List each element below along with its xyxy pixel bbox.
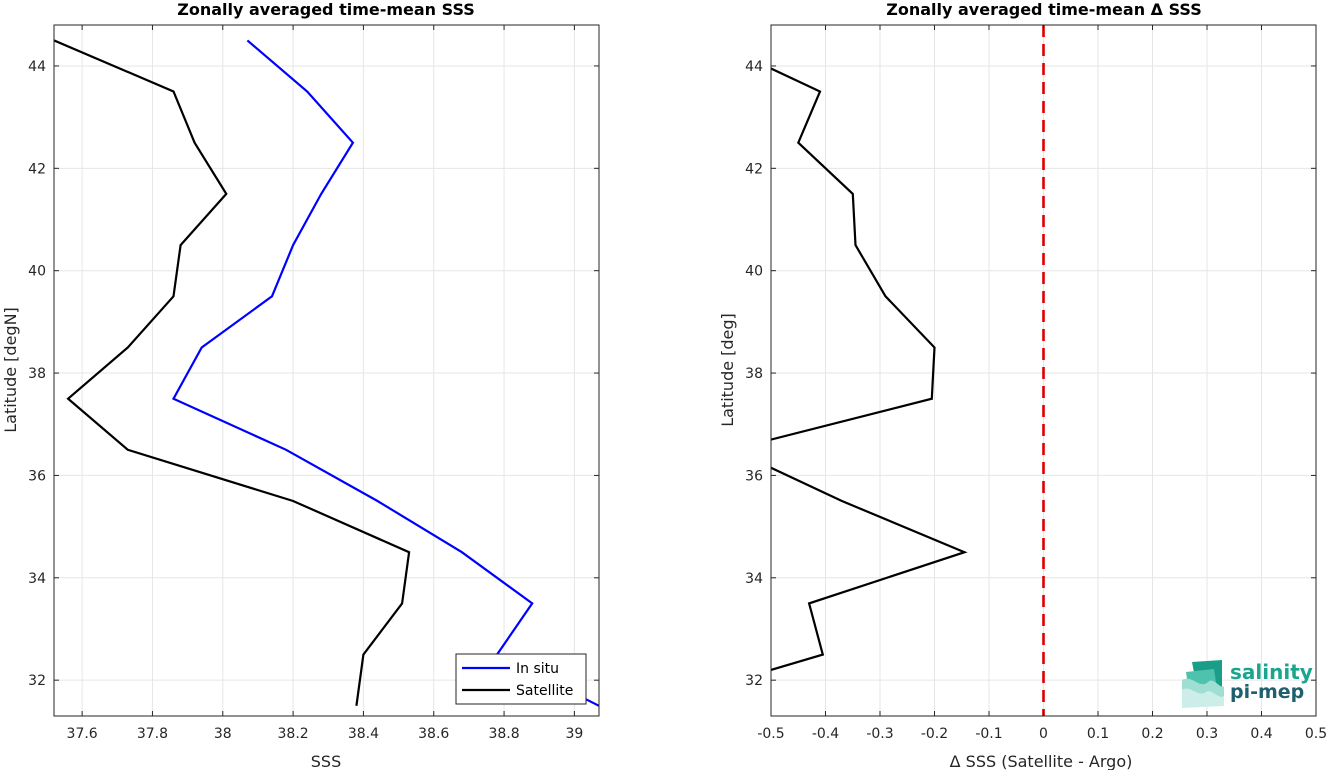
sss-x-axis-label: SSS	[311, 752, 341, 770]
delta-ticks: -0.5 -0.4 -0.3 -0.2 -0.1 0 0.1 0.2 0.3 0.4 0.5 32 34…	[745, 25, 1327, 742]
sss-y-tick-label: 42	[28, 161, 46, 177]
sss-x-tick-label: 38.4	[348, 726, 379, 742]
series-line-delta	[771, 67, 936, 441]
delta-x-tick-label: -0.2	[921, 726, 948, 742]
delta-x-tick-label: 0.3	[1196, 726, 1218, 742]
series-line-delta	[771, 466, 968, 671]
sss-x-tick-label: 39	[565, 726, 583, 742]
series-line-satellite	[54, 39, 411, 706]
sss-axes-frame	[53, 24, 600, 717]
delta-y-tick-label: 34	[745, 571, 763, 587]
legend-label-satellite: Satellite	[516, 683, 573, 699]
delta-sss-panel: -0.5 -0.4 -0.3 -0.2 -0.1 0 0.1 0.2 0.3 0.4 0.5 32 34…	[718, 0, 1327, 770]
sss-plot-area	[54, 25, 599, 716]
series-line-in-situ	[171, 39, 599, 707]
delta-x-tick-label: -0.1	[975, 726, 1002, 742]
logo-wave-icon	[1182, 660, 1224, 708]
sss-x-tick-label: 38.8	[488, 726, 519, 742]
sss-grid	[54, 25, 599, 716]
sss-x-tick-label: 37.6	[67, 726, 98, 742]
sss-series	[54, 39, 599, 707]
sss-y-tick-label: 44	[28, 59, 46, 75]
delta-y-tick-label: 40	[745, 264, 763, 280]
delta-x-tick-label: 0	[1039, 726, 1048, 742]
salinity-pi-mep-logo: salinity pi-mep	[1182, 660, 1313, 708]
delta-x-tick-label: 0.2	[1141, 726, 1163, 742]
sss-x-tick-label: 38.2	[278, 726, 309, 742]
sss-x-tick-label: 37.8	[137, 726, 168, 742]
delta-x-tick-label: 0.5	[1305, 726, 1327, 742]
sss-ticks: 37.6 37.8 38 38.2 38.4 38.6 38.8 39 32 34 36 38 40 42…	[28, 25, 599, 742]
delta-y-tick-label: 38	[745, 366, 763, 382]
delta-x-tick-label: 0.1	[1087, 726, 1109, 742]
logo-text-pi-mep: pi-mep	[1230, 681, 1304, 703]
sss-y-axis-label: Latitude [degN]	[1, 307, 20, 433]
delta-x-tick-label: -0.3	[866, 726, 893, 742]
delta-x-axis-label: Δ SSS (Satellite - Argo)	[950, 752, 1133, 770]
delta-x-tick-label: -0.4	[812, 726, 839, 742]
legend-box	[455, 653, 587, 705]
delta-x-tick-label: 0.4	[1250, 726, 1272, 742]
delta-y-tick-label: 32	[745, 673, 763, 689]
sss-chart-title: Zonally averaged time-mean SSS	[177, 0, 475, 19]
legend: In situ Satellite	[455, 653, 587, 705]
logo-text-salinity: salinity	[1230, 660, 1313, 684]
sss-y-tick-label: 38	[28, 366, 46, 382]
legend-label-in-situ: In situ	[516, 661, 559, 677]
delta-x-tick-label: -0.5	[757, 726, 784, 742]
sss-y-tick-label: 32	[28, 673, 46, 689]
delta-y-tick-label: 44	[745, 59, 763, 75]
sss-y-tick-label: 40	[28, 264, 46, 280]
sss-y-tick-label: 34	[28, 571, 46, 587]
delta-series	[771, 25, 1045, 716]
sss-x-tick-label: 38.6	[418, 726, 449, 742]
sss-panel: 37.6 37.8 38 38.2 38.4 38.6 38.8 39 32 34 36 38 40 42…	[1, 0, 600, 770]
sss-x-tick-label: 38	[214, 726, 232, 742]
delta-y-tick-label: 36	[745, 468, 763, 484]
delta-y-axis-label: Latitude [deg]	[718, 313, 737, 427]
delta-chart-title: Zonally averaged time-mean Δ SSS	[886, 0, 1202, 19]
delta-y-tick-label: 42	[745, 161, 763, 177]
sss-y-tick-label: 36	[28, 468, 46, 484]
